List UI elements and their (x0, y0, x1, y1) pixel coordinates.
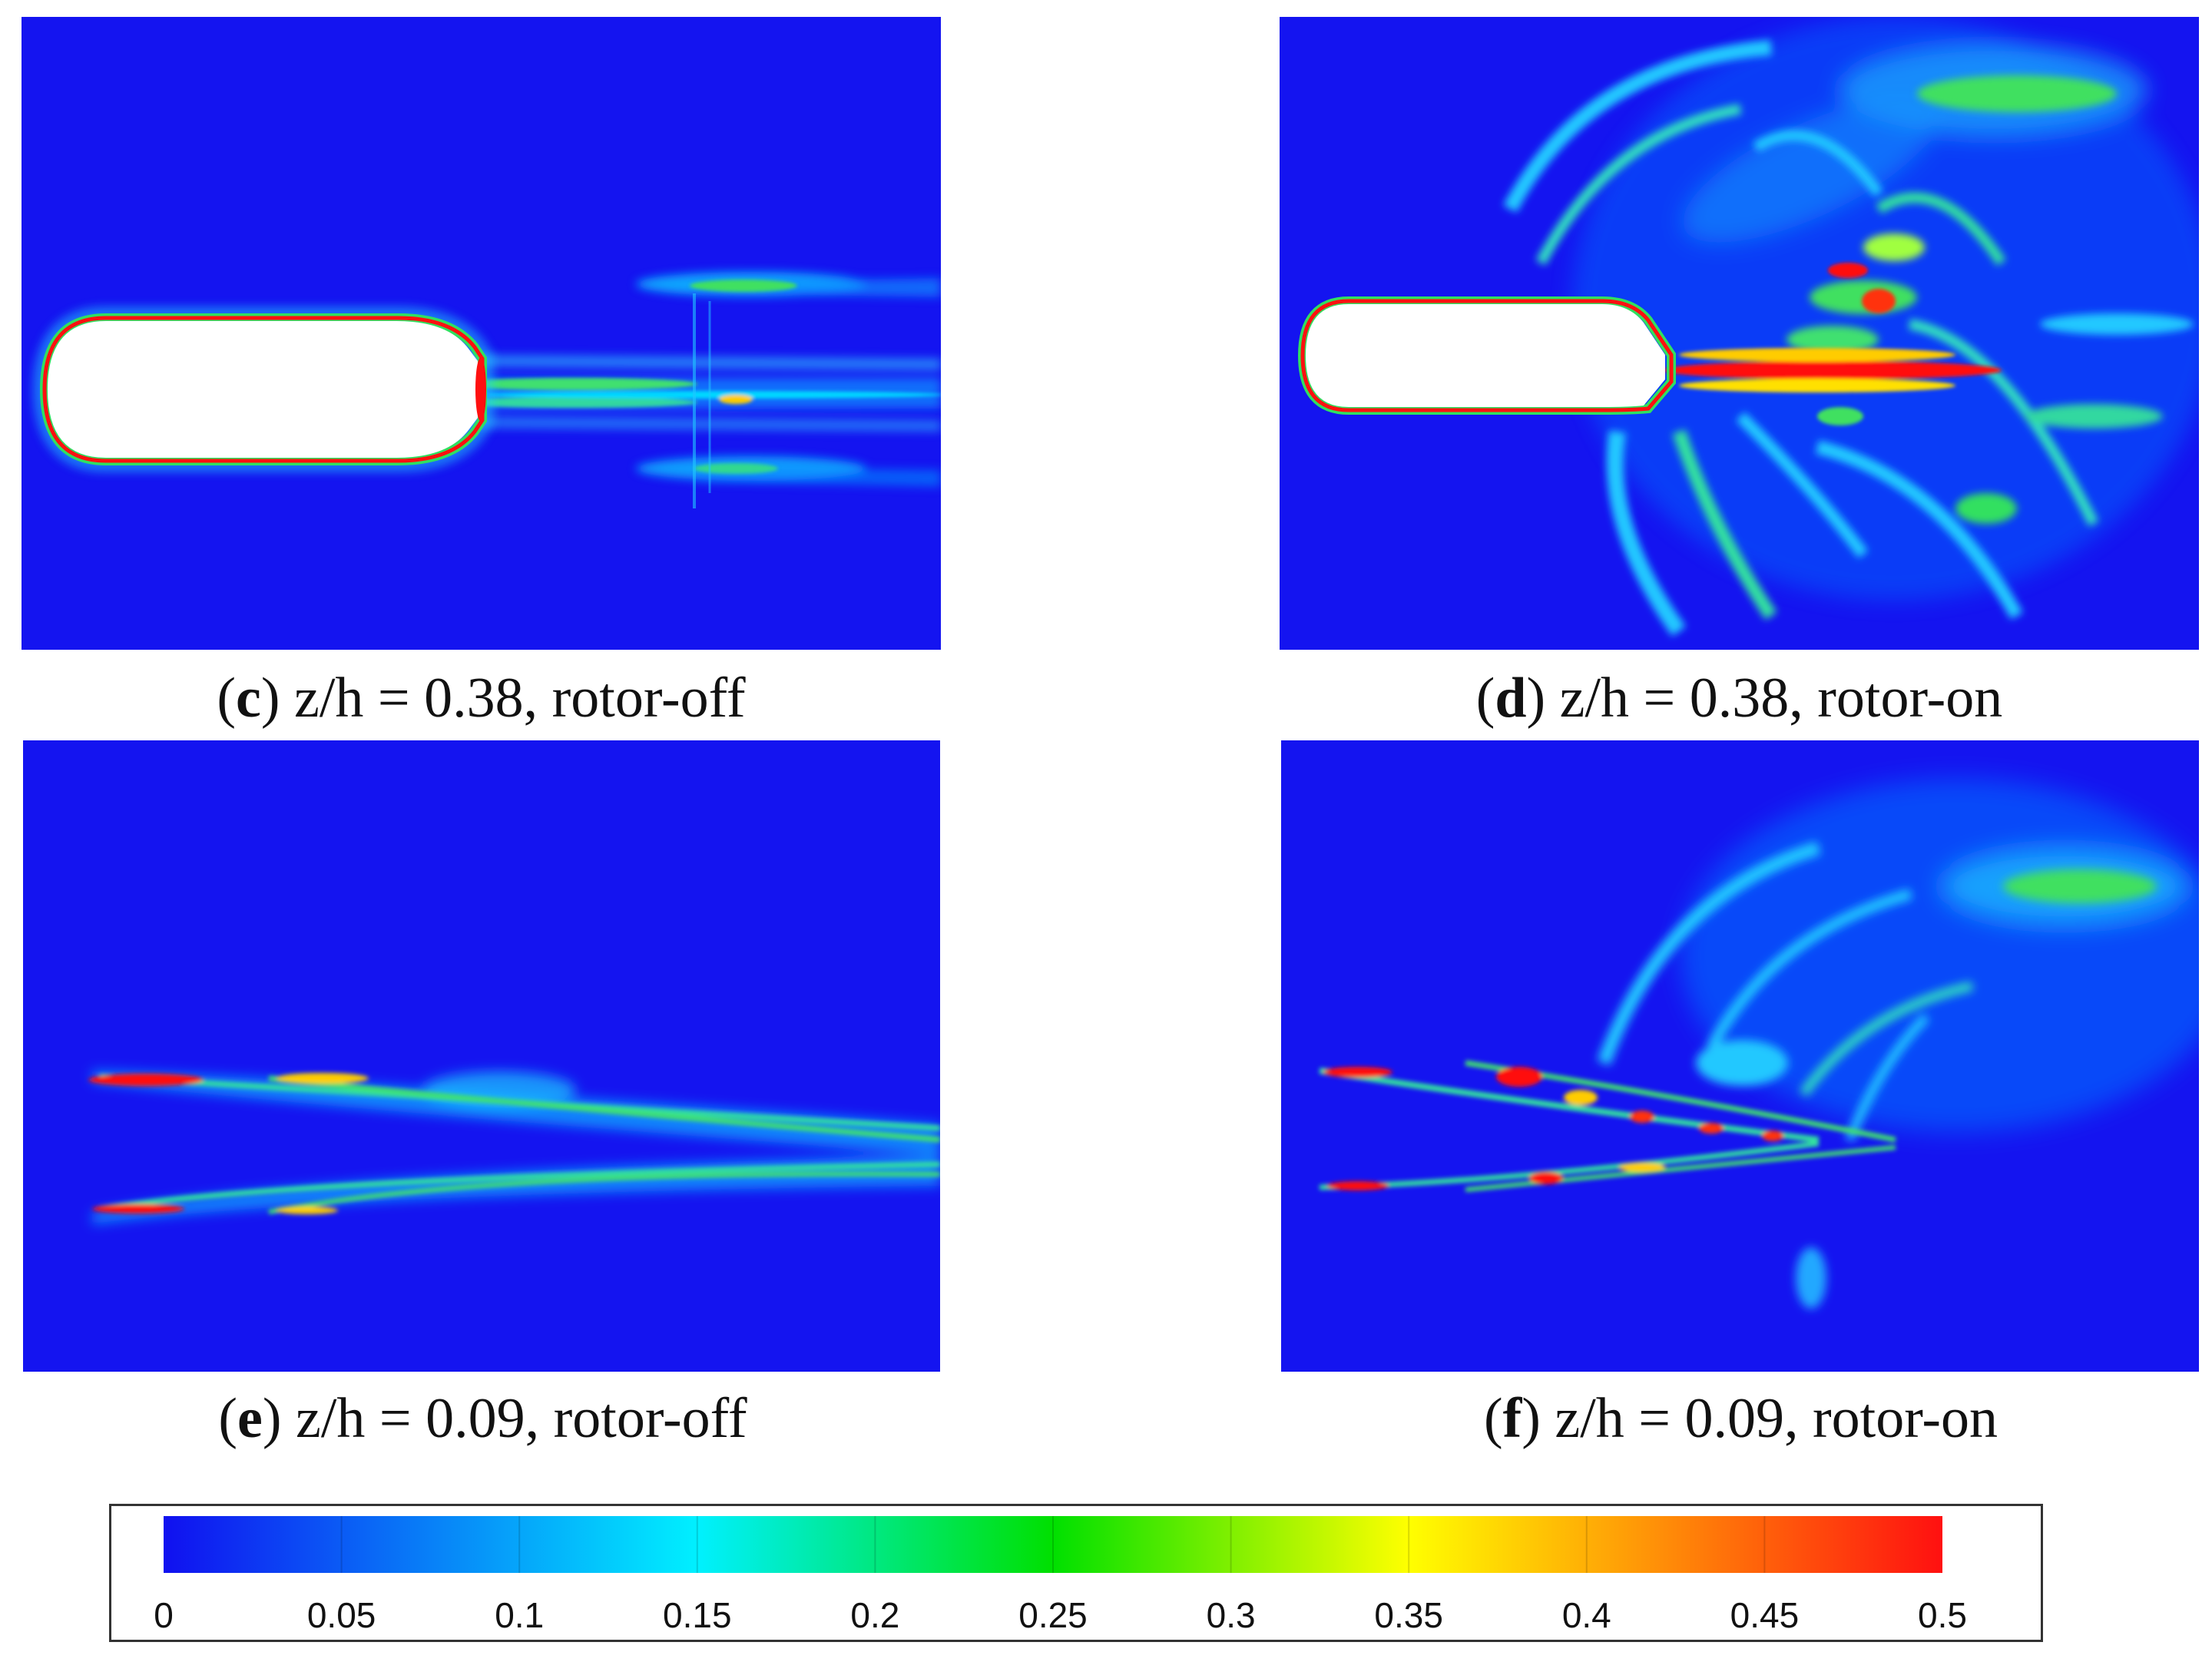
colorbar-tick-label: 0.25 (1018, 1595, 1088, 1635)
colorbar-tick-label: 0.45 (1730, 1595, 1800, 1635)
colorbar-tick-label: 0.05 (306, 1595, 376, 1635)
contour-plot-f (1281, 740, 2199, 1372)
colorbar-gradient (164, 1516, 1942, 1573)
panel-caption-text: z/h = 0.09, rotor-on (1540, 1387, 1998, 1450)
colorbar-tick-label: 0.15 (663, 1595, 732, 1635)
colorbar-tick-label: 0.4 (1561, 1595, 1611, 1635)
colorbar-dividers (340, 1516, 1766, 1573)
contour-plot-d (1280, 17, 2199, 650)
panel-caption-text: z/h = 0.38, rotor-off (280, 667, 746, 730)
panel-letter: e (237, 1387, 263, 1450)
colorbar-ticks: 0 0.05 0.1 0.15 0.2 0.25 0.3 0.35 0.4 0.45 0.5 (0, 1597, 2212, 1644)
panel-letter: c (236, 667, 261, 730)
panel-caption-text: z/h = 0.38, rotor-on (1545, 667, 2003, 730)
panel-letter: f (1502, 1387, 1522, 1450)
colorbar-tick-label: 0.5 (1918, 1595, 1967, 1635)
panel-letter: d (1495, 667, 1527, 730)
contour-panel-e (23, 740, 940, 1372)
contour-panel-f (1281, 740, 2199, 1372)
panel-caption: (d) z/h = 0.38, rotor-on (1475, 667, 2003, 730)
contour-panel-c (22, 17, 941, 650)
contour-plot-e (23, 740, 940, 1372)
colorbar-tick-label: 0.3 (1206, 1595, 1256, 1635)
panel-caption: (f) z/h = 0.09, rotor-on (1483, 1387, 1998, 1450)
colorbar-tick-label: 0.2 (850, 1595, 900, 1635)
colorbar-tick-label: 0 (154, 1595, 174, 1635)
contour-plot-c (22, 17, 941, 650)
panel-caption: (e) z/h = 0.09, rotor-off (218, 1387, 747, 1450)
panel-caption: (c) z/h = 0.38, rotor-off (217, 667, 746, 730)
contour-panel-d (1280, 17, 2199, 650)
colorbar-tick-label: 0.35 (1374, 1595, 1443, 1635)
panel-caption-text: z/h = 0.09, rotor-off (281, 1387, 747, 1450)
colorbar-tick-label: 0.1 (495, 1595, 545, 1635)
colorbar (164, 1516, 1942, 1573)
